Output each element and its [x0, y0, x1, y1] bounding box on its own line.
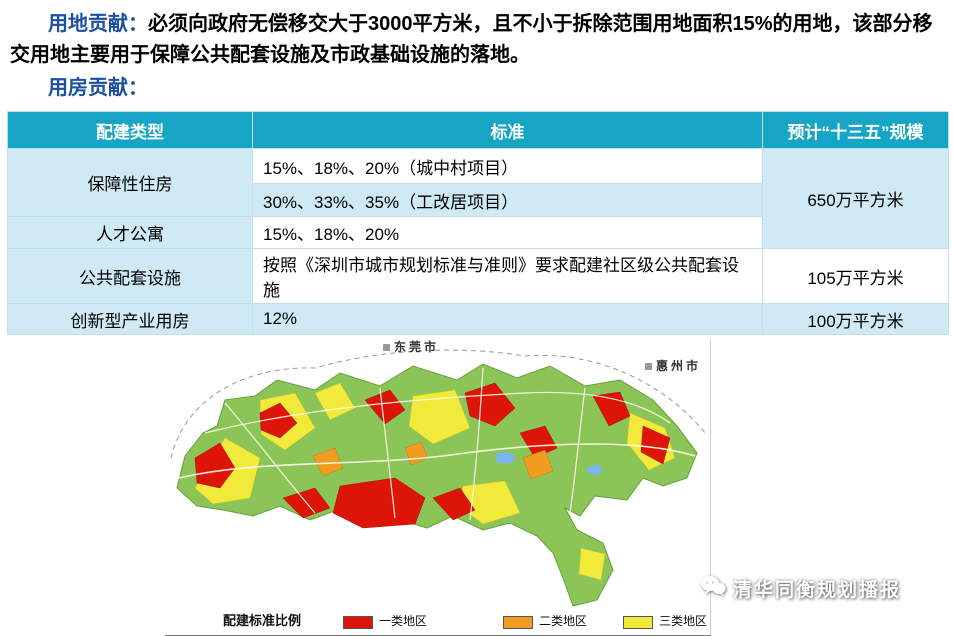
housing-contribution-label: 用房贡献：: [48, 77, 148, 99]
cell-type-rencai: 人才公寓: [7, 216, 253, 249]
col-header-type: 配建类型: [7, 111, 253, 149]
city-marker-icon: [383, 344, 390, 352]
watermark: 清华同衡规划播报: [700, 575, 901, 602]
contribution-table: 配建类型 标准 预计“十三五”规模 保障性住房 15%、18%、20%（城中村项…: [7, 111, 949, 335]
legend-swatch-class2: [503, 616, 533, 629]
legend-swatch-class1: [343, 616, 373, 629]
cell-standard-baozhang-2: 30%、33%、35%（工改居项目）: [252, 183, 763, 217]
table-row: 公共配套设施 按照《深圳市城市规划标准与准则》要求配建社区级公共配套设施 105…: [7, 248, 949, 304]
intro-block: 用地贡献：必须向政府无偿移交大于3000平方米，且不小于拆除范围用地面积15%的…: [0, 0, 953, 104]
watermark-text: 清华同衡规划播报: [733, 580, 902, 601]
legend-title: 配建标准比例: [223, 613, 302, 628]
land-contribution-text: 必须向政府无偿移交大于3000平方米，且不小于拆除范围用地面积15%的用地，该部…: [10, 13, 933, 66]
col-header-scale: 预计“十三五”规模: [762, 111, 949, 149]
water-areas: [495, 452, 603, 475]
table-row: 保障性住房 15%、18%、20%（城中村项目） 650万平方米: [7, 148, 949, 249]
legend-label-class3: 三类地区: [659, 614, 708, 628]
map-legend: 配建标准比例 一类地区 二类地区 三类地区: [165, 613, 710, 629]
col-header-standard: 标准: [252, 111, 763, 149]
cell-scale-gongpei: 105万平方米: [762, 248, 949, 304]
admin-boundary-line: [170, 349, 706, 459]
cell-scale-baozhang: 650万平方米: [762, 148, 949, 249]
dongguan-text: 东莞市: [394, 340, 440, 354]
cell-standard-baozhang-1: 15%、18%、20%（城中村项目）: [252, 148, 763, 184]
shenzhen-zoning-map: 东莞市 惠州市 配建标准比例 一类地区 二类地区 三类地区: [165, 338, 711, 636]
legend-label-class2: 二类地区: [539, 614, 588, 628]
cell-type-chuangxin: 创新型产业用房: [7, 303, 253, 335]
legend-label-class1: 一类地区: [379, 614, 428, 628]
map-label-dongguan: 东莞市: [383, 338, 439, 355]
table-header-row: 配建类型 标准 预计“十三五”规模: [7, 111, 949, 149]
road-network: [178, 367, 696, 521]
table-row: 人才公寓 15%、18%、20%: [7, 216, 949, 249]
city-marker-icon: [645, 363, 652, 371]
table-row: 创新型产业用房 12% 100万平方米: [7, 303, 949, 335]
table-row: 30%、33%、35%（工改居项目）: [8, 183, 949, 217]
wechat-icon: [700, 575, 726, 602]
cell-standard-gongpei: 按照《深圳市城市规划标准与准则》要求配建社区级公共配套设施: [252, 248, 763, 304]
huizhou-text: 惠州市: [656, 359, 702, 373]
cell-scale-chuangxin: 100万平方米: [762, 303, 949, 335]
map-label-huizhou: 惠州市: [645, 357, 701, 374]
land-contribution-label: 用地贡献：: [48, 13, 148, 35]
cell-type-gongpei: 公共配套设施: [7, 248, 253, 304]
land-contribution-paragraph: 用地贡献：必须向政府无偿移交大于3000平方米，且不小于拆除范围用地面积15%的…: [10, 9, 945, 71]
cell-type-baozhang: 保障性住房: [7, 148, 253, 217]
cell-standard-rencai: 15%、18%、20%: [252, 216, 763, 249]
legend-swatch-class3: [623, 616, 653, 629]
shenzhen-map-svg: [170, 349, 706, 607]
cell-standard-chuangxin: 12%: [252, 303, 763, 335]
